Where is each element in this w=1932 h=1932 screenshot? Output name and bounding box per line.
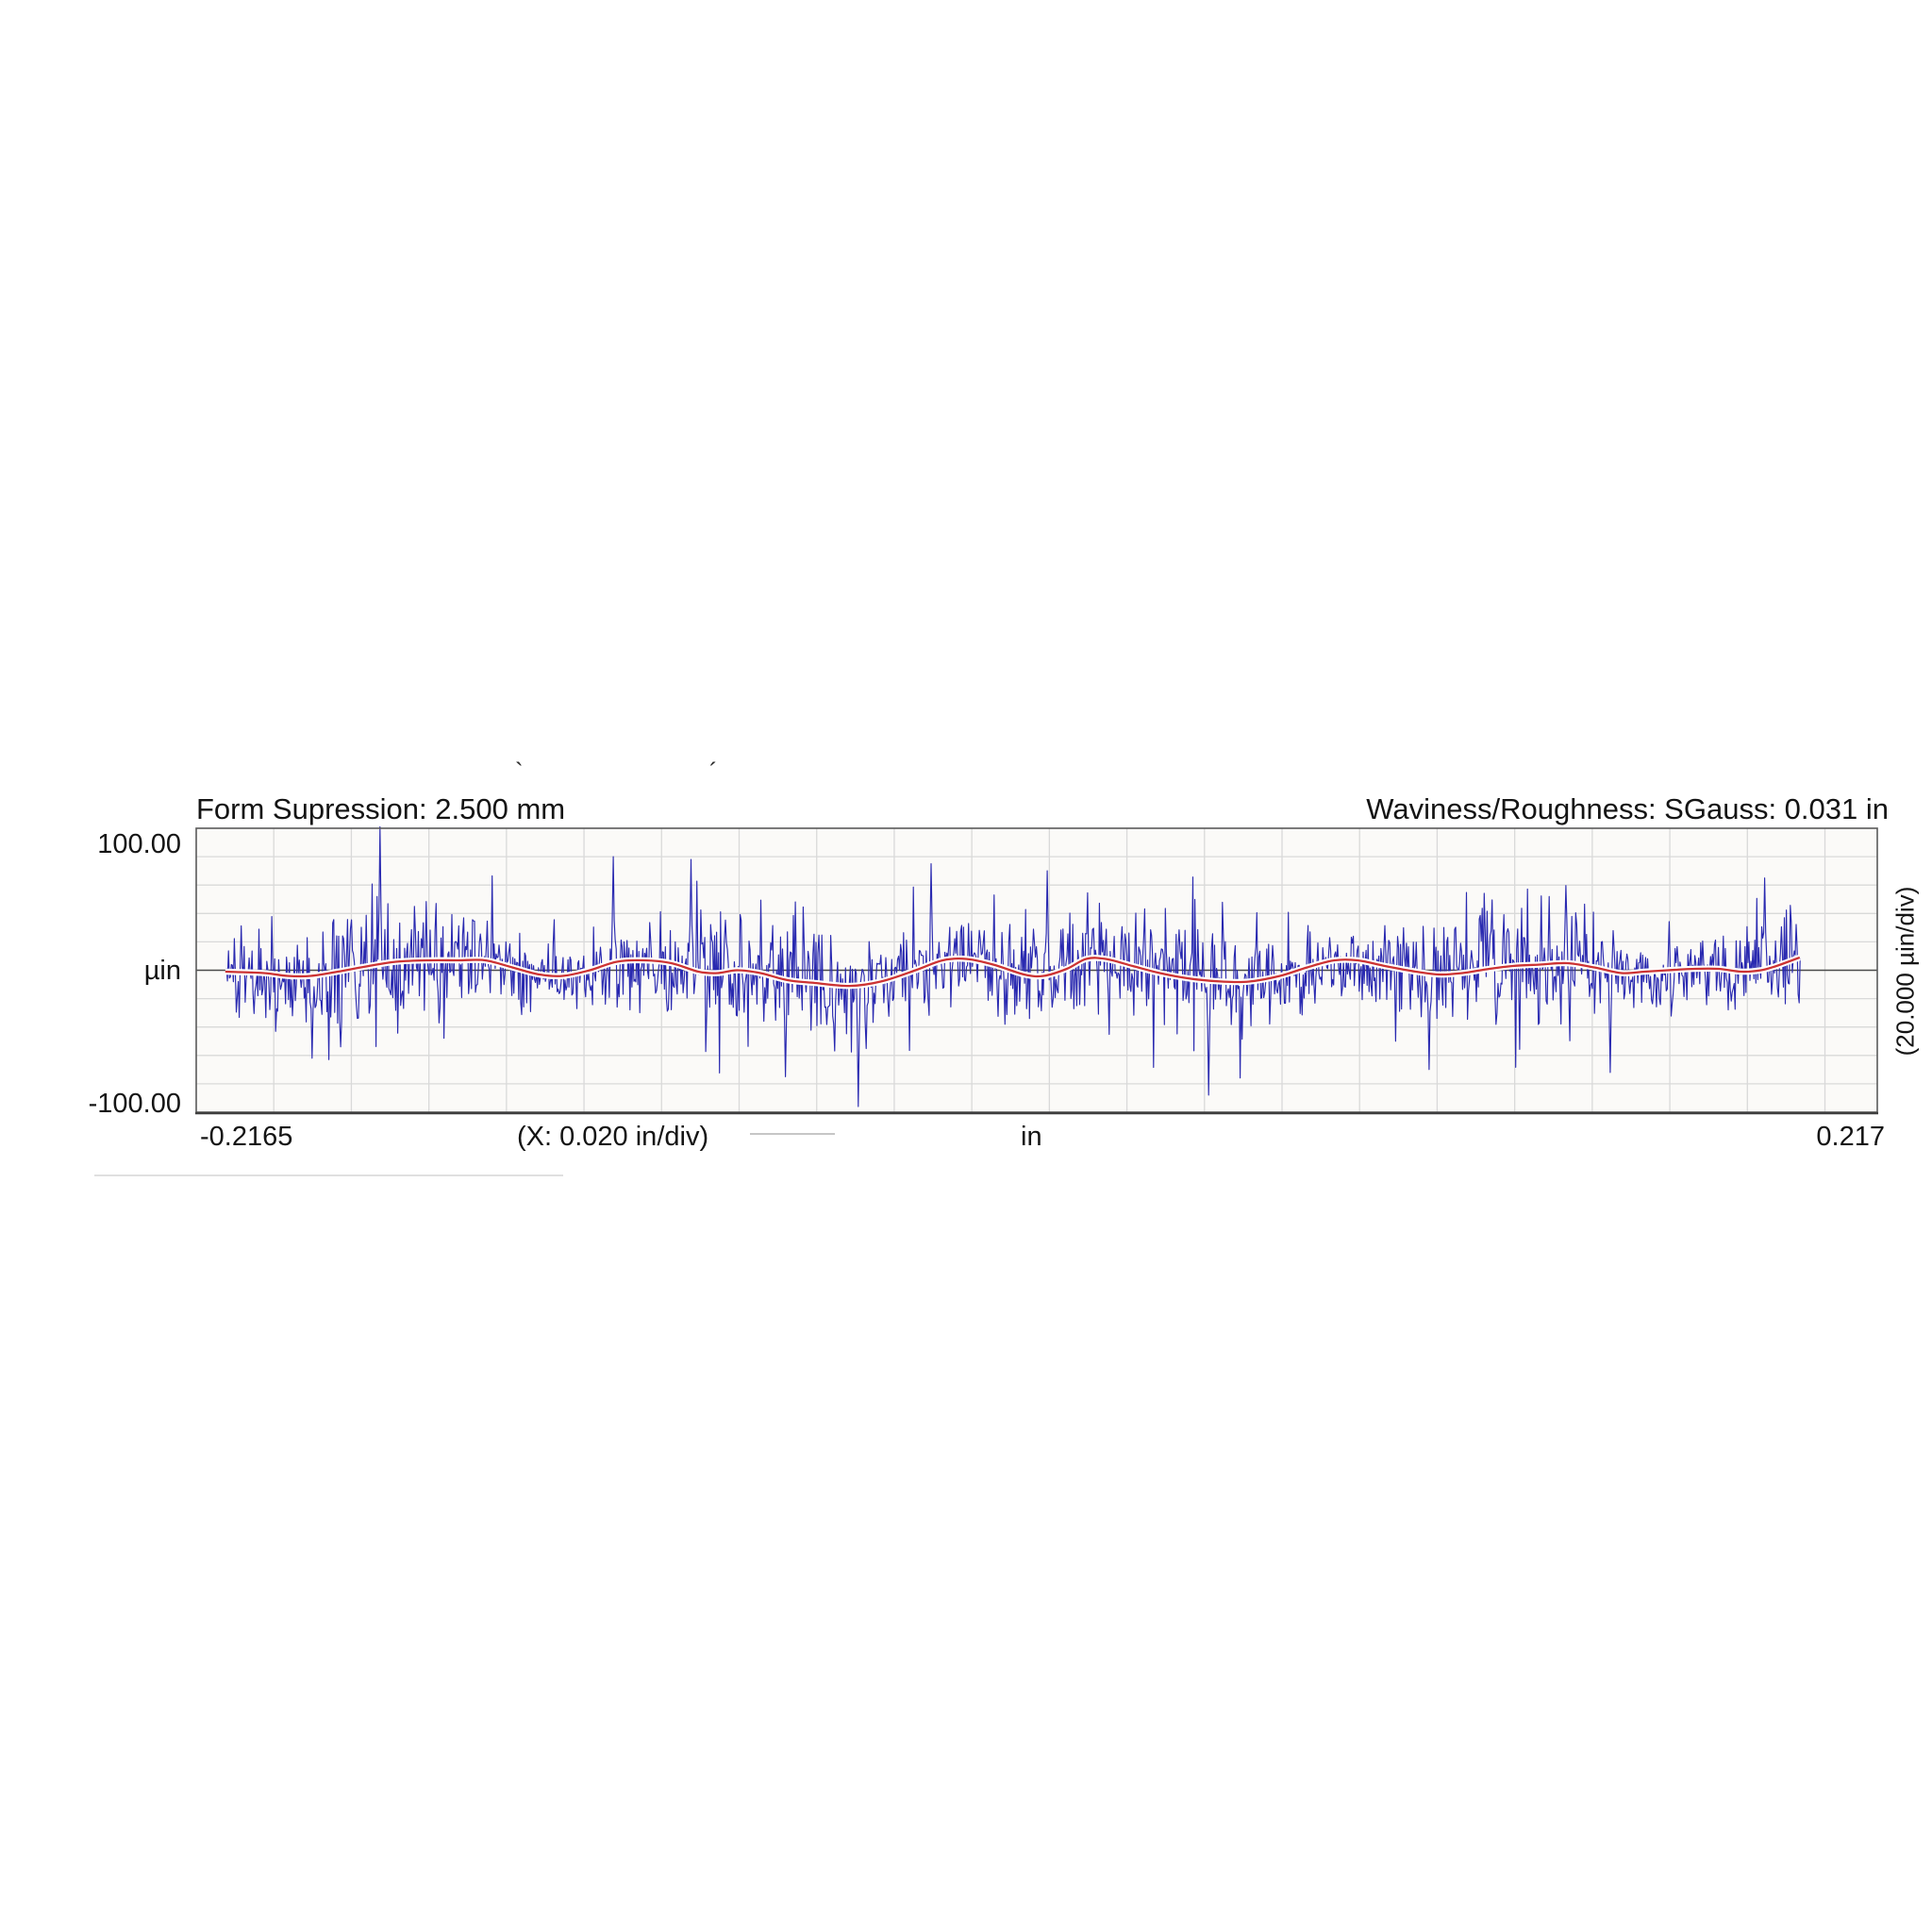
waviness-curve: [225, 956, 1801, 988]
x-axis-unit-label: in: [1021, 1122, 1042, 1152]
y-div-scale-label: (20.000 µin/div): [1890, 886, 1920, 1056]
x-axis-max-label: 0.217: [1816, 1122, 1885, 1152]
separator-line: [94, 1174, 563, 1176]
x-axis-min-label: -0.2165: [200, 1122, 293, 1152]
clipped-text-fragment-right: ´: [709, 758, 718, 786]
y-axis-max-label: 100.00: [97, 829, 181, 859]
y-axis-min-label: -100.00: [88, 1089, 181, 1119]
separator-dash: [750, 1133, 835, 1135]
form-suppression-label: Form Supression: 2.500 mm: [196, 792, 566, 825]
x-axis-div-label: (X: 0.020 in/div): [517, 1122, 709, 1152]
y-axis-unit-label: µin: [143, 956, 181, 986]
clipped-text-fragment-left: `: [515, 758, 524, 786]
waviness-roughness-label: Waviness/Roughness: SGauss: 0.031 in: [1366, 792, 1889, 825]
